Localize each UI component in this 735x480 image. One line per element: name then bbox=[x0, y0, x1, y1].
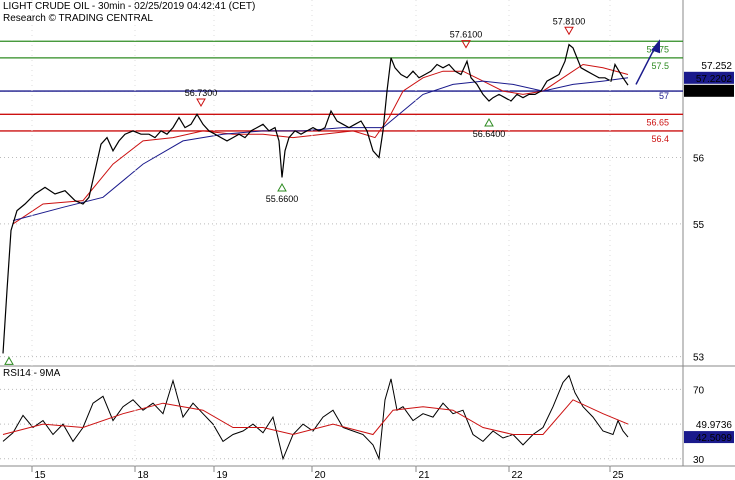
swing-low-marker bbox=[4, 356, 14, 365]
forecast-arrow-head bbox=[651, 39, 660, 54]
swing-high-label: 57.8100 bbox=[553, 16, 586, 26]
x-tick-25: 25 bbox=[612, 470, 624, 480]
swing-low-marker bbox=[484, 117, 494, 127]
y-tick-53: 53 bbox=[693, 353, 705, 364]
y-tick-56: 56 bbox=[693, 153, 705, 164]
swing-high-marker bbox=[564, 26, 574, 36]
rsi-tag-ma: 49.9736 bbox=[696, 420, 733, 431]
rsi-tag-ma-bg bbox=[684, 418, 734, 431]
swing-low-label: 56.6400 bbox=[473, 129, 506, 139]
ma-line-2 bbox=[12, 77, 629, 222]
swing-low-label: 55.6600 bbox=[266, 194, 299, 204]
rsi-title: RSI14 - 9MA bbox=[3, 368, 61, 379]
price-tag-last: 57.09 bbox=[707, 87, 732, 98]
rsi-line-RSI14 bbox=[2, 374, 629, 461]
level-label-57.5: 57.5 bbox=[651, 61, 669, 71]
x-tick-18: 18 bbox=[137, 470, 149, 480]
rsi-tag-value-bg bbox=[684, 431, 734, 444]
x-tick-21: 21 bbox=[418, 470, 430, 480]
price-tag-ma-slow: 57.2202 bbox=[696, 74, 733, 85]
swing-high-marker bbox=[196, 98, 206, 108]
level-label-57: 57 bbox=[659, 91, 669, 101]
rsi-line-9MA bbox=[2, 399, 629, 436]
price-line bbox=[2, 43, 629, 354]
rsi-tag-value: 42.5099 bbox=[696, 433, 733, 444]
y-tick-55: 55 bbox=[693, 220, 705, 231]
x-tick-19: 19 bbox=[216, 470, 228, 480]
chart-subtitle: Research © TRADING CENTRAL bbox=[3, 13, 153, 24]
price-tag-ma-fast: 57.252 bbox=[701, 61, 732, 72]
level-label-56.65: 56.65 bbox=[646, 117, 669, 127]
forecast-arrow-shaft bbox=[635, 46, 656, 85]
rsi-y-tick-70: 70 bbox=[693, 385, 705, 396]
level-label-56.4: 56.4 bbox=[651, 134, 669, 144]
x-tick-20: 20 bbox=[314, 470, 326, 480]
swing-high-label: 56.7300 bbox=[185, 88, 218, 98]
rsi-y-tick-30: 30 bbox=[693, 455, 705, 466]
ma-line-1 bbox=[12, 63, 629, 225]
swing-high-marker bbox=[461, 40, 471, 49]
swing-low-marker bbox=[277, 183, 287, 192]
chart-title: LIGHT CRUDE OIL - 30min - 02/25/2019 04:… bbox=[3, 1, 256, 12]
price-tag-ma-fast-bg bbox=[684, 58, 734, 71]
price-tag-ma-slow-bg bbox=[684, 71, 734, 84]
x-tick-15: 15 bbox=[34, 470, 46, 480]
swing-high-label: 57.6100 bbox=[450, 30, 483, 40]
x-tick-22: 22 bbox=[511, 470, 523, 480]
price-tag-last-bg bbox=[684, 84, 734, 97]
